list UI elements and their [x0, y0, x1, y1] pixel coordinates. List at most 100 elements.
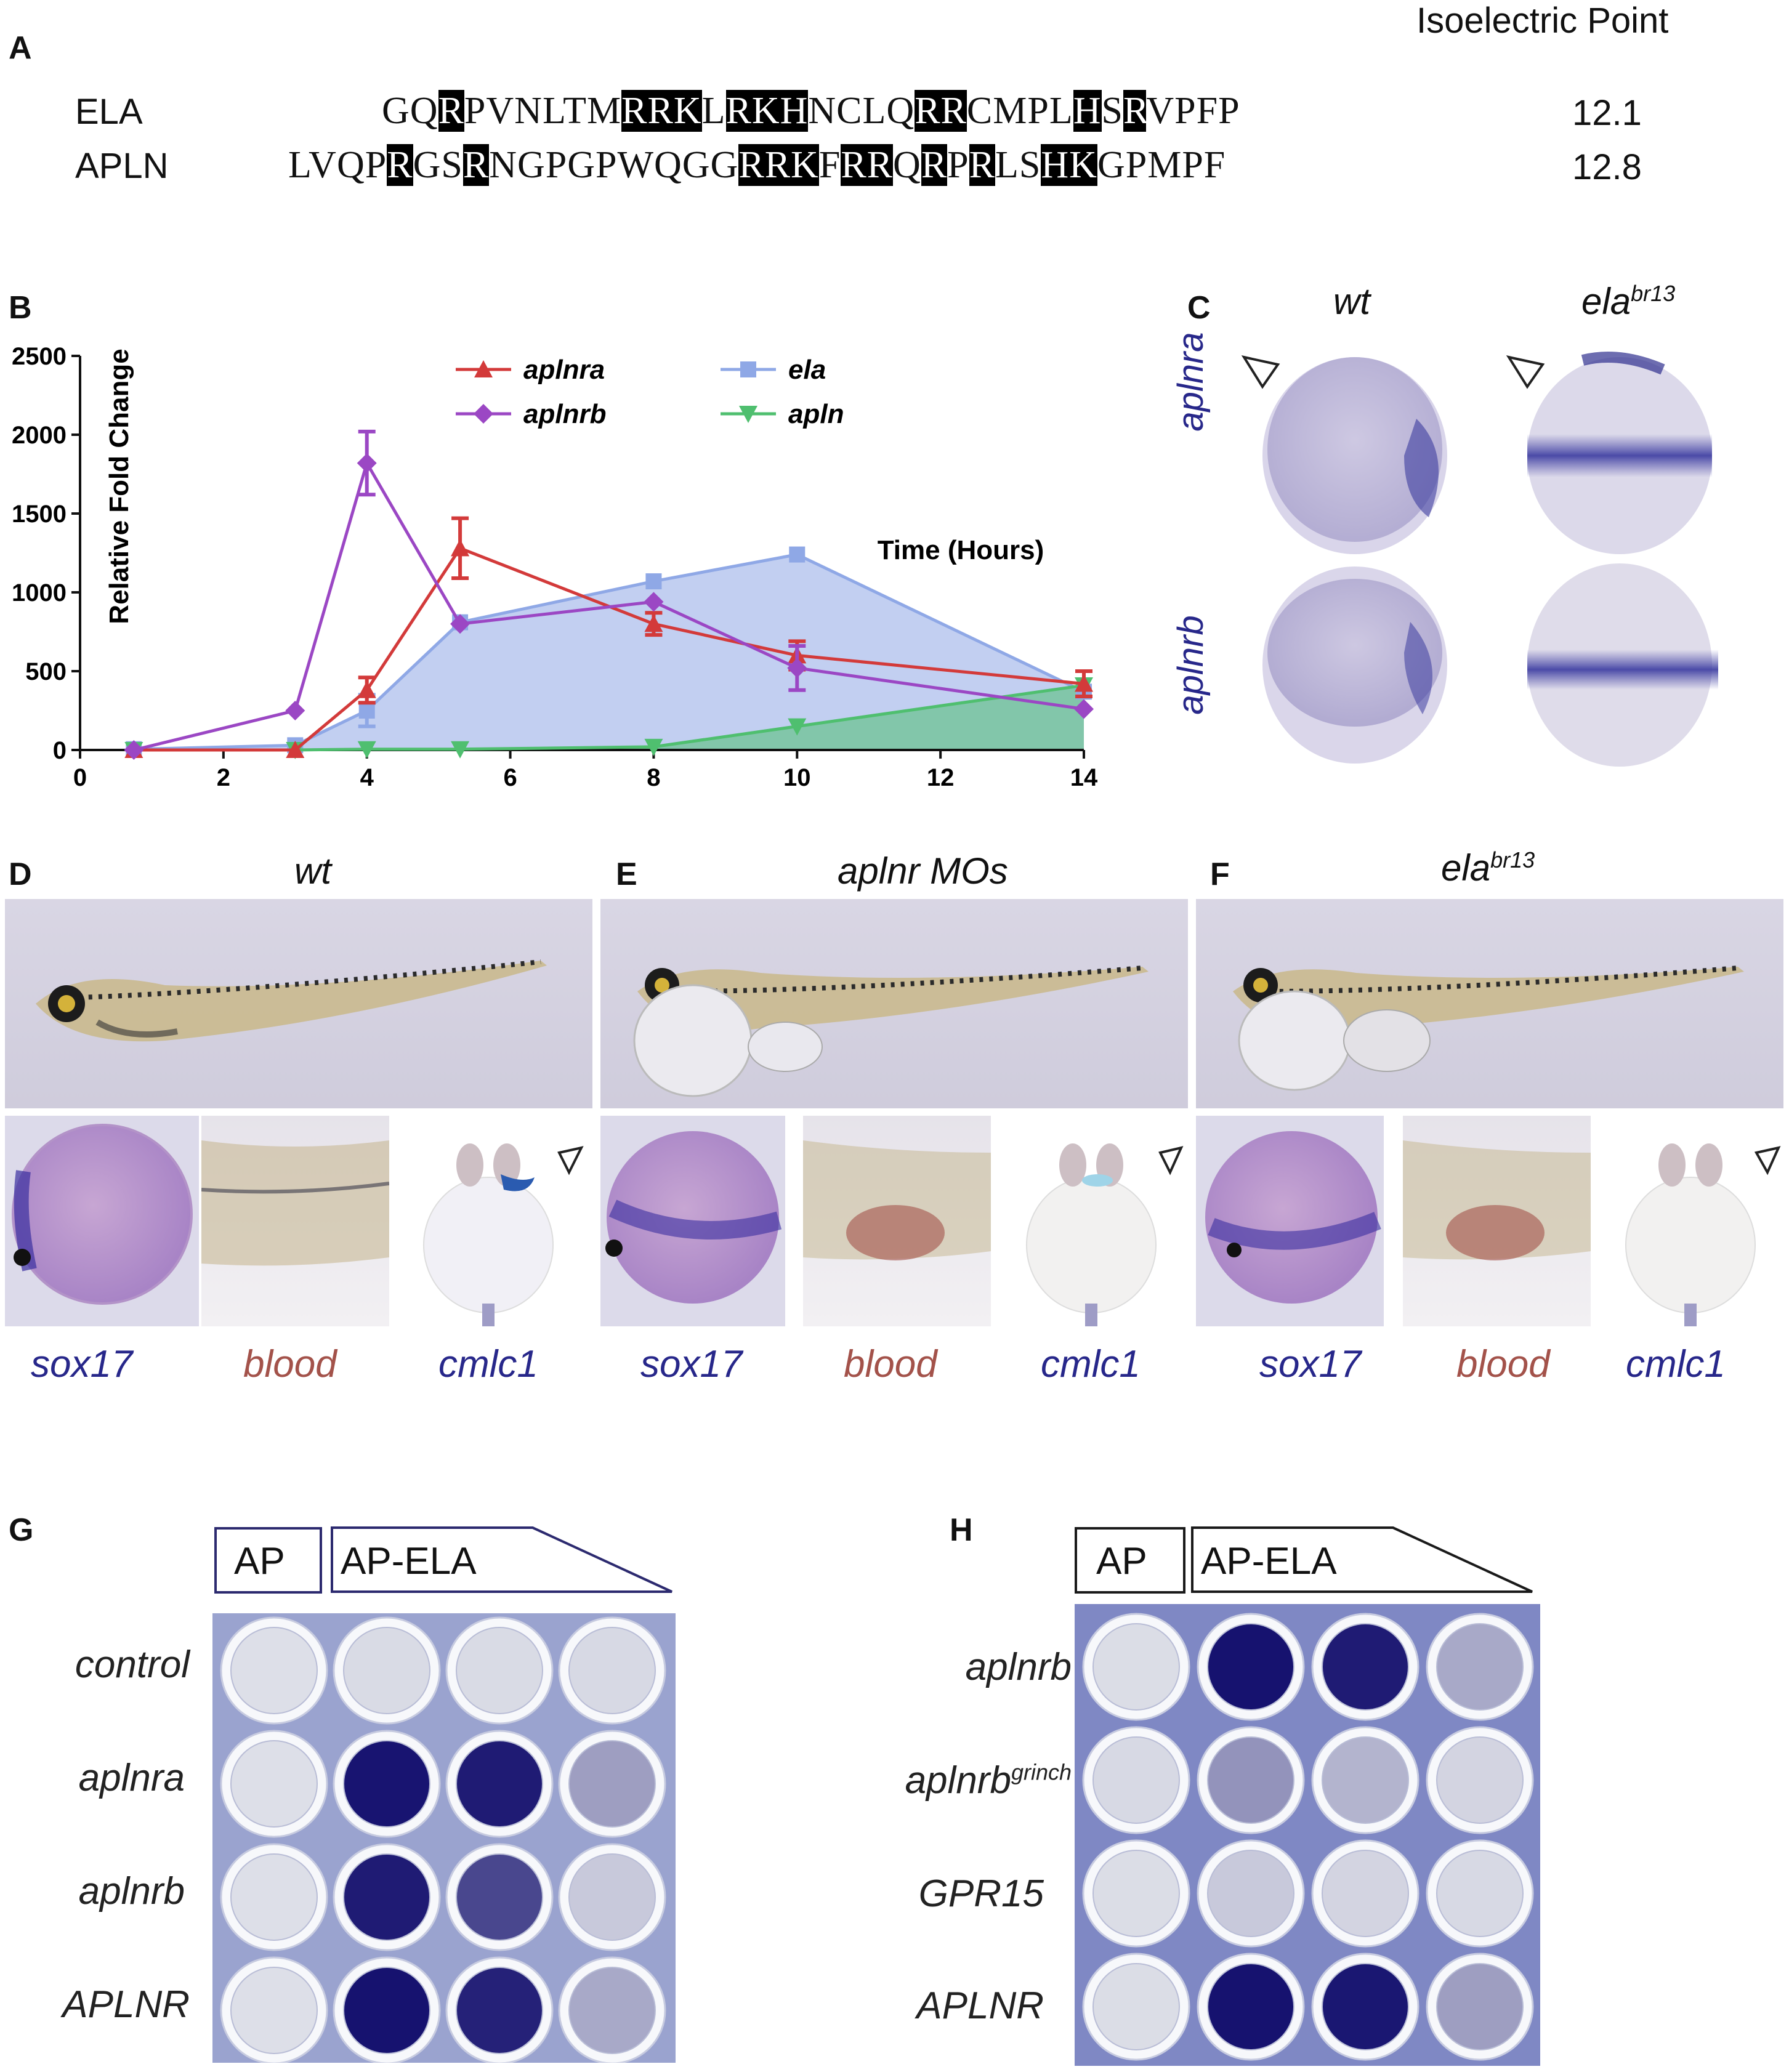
ela-seq-name: ELA [75, 92, 143, 132]
mutant-name: ela [1581, 281, 1631, 322]
legend-marker-aplnrb [474, 404, 493, 424]
mutant-allele: br13 [1631, 281, 1676, 306]
sequence-segment: LS [995, 144, 1041, 186]
mutant-name: ela [1441, 847, 1491, 889]
arrowhead-icon [1506, 355, 1545, 389]
panel-c-mutant-title: elabr13 [1581, 280, 1675, 323]
chart-y-axis-label: Relative Fold Change [104, 349, 134, 624]
well-3-0 [1092, 1963, 1180, 2050]
sequence-segment: S [1101, 90, 1124, 132]
basic-residue-highlight: R [921, 144, 948, 186]
isoelectric-point-header: Isoelectric Point [1416, 1, 1669, 41]
well-1-1 [343, 1740, 430, 1828]
well-0-1 [343, 1627, 430, 1714]
panel-h-ap-label: AP [1096, 1540, 1147, 1582]
panel-d-cmlc1-label: cmlc1 [438, 1343, 538, 1385]
series-area-apln [134, 685, 1084, 750]
chart-x-axis-label: Time (Hours) [878, 535, 1044, 565]
x-tick-label: 12 [927, 764, 955, 791]
panel-e-blood-label: blood [844, 1343, 937, 1385]
data-point-aplnra [286, 741, 305, 758]
basic-residue-highlight: R [462, 144, 490, 186]
basic-residue-highlight: HK [1041, 144, 1097, 186]
arrowhead-icon [557, 1146, 584, 1175]
well-1-0 [1092, 1736, 1180, 1824]
data-point-apln [451, 741, 470, 759]
well-0-2 [456, 1627, 543, 1714]
sequence-segment: NCLQ [808, 90, 915, 132]
panel-g-row-label-3: APLNR [62, 1983, 190, 2026]
x-tick-label: 4 [360, 764, 374, 791]
data-point-apln [788, 718, 807, 736]
panel-f-cmlc1-label: cmlc1 [1626, 1343, 1726, 1385]
basic-residue-highlight: RRK [621, 90, 702, 132]
x-tick-label: 8 [647, 764, 660, 791]
sequence-segment: NGPGPWQGG [489, 144, 739, 186]
apln-pi-value: 12.8 [1572, 147, 1642, 187]
basic-residue-highlight: RR [915, 90, 967, 132]
sequence-segment: Q [893, 144, 921, 186]
panel-c-row-aplnrb: aplnrb [1171, 615, 1211, 715]
expression-time-course-chart: 0 2 4 6 8 10 12 14 0 500 1000 1500 2000 2500 aplnra ap… [12, 343, 1098, 791]
y-tick-label: 1000 [12, 579, 67, 607]
panel-label-f: F [1210, 857, 1230, 892]
legend-marker-ela [740, 361, 756, 377]
data-point-aplnrb [124, 740, 144, 760]
panel-d-blood-label: blood [243, 1343, 337, 1385]
data-point-aplnra [357, 680, 376, 698]
x-tick-label: 10 [783, 764, 811, 791]
basic-residue-highlight: RKH [725, 90, 809, 132]
panel-h-ap-ela-wedge [1191, 1526, 1533, 1593]
apln-seq-name: APLN [75, 146, 169, 186]
y-tick-label: 2500 [12, 343, 67, 370]
ela-sequence: GQRPVNLTMRRKLRKHNCLQRRCMPLHSRVPFP [382, 89, 1240, 133]
panel-label-c: C [1187, 290, 1211, 326]
legend-label-apln: apln [788, 399, 844, 429]
data-point-aplnra [1075, 674, 1093, 692]
panel-f-sox17-label: sox17 [1259, 1343, 1362, 1385]
panel-h-ap-box [1075, 1527, 1185, 1594]
legend-label-ela: ela [788, 355, 826, 385]
well-0-0 [1092, 1623, 1180, 1711]
panel-h-plate [1075, 1604, 1540, 2066]
panel-g-ap-ela-wedge [331, 1526, 672, 1593]
sequence-segment: PVNLTM [464, 90, 622, 132]
well-0-2 [1322, 1623, 1409, 1711]
well-0-3 [1436, 1623, 1524, 1711]
mutant-allele: br13 [1490, 847, 1535, 873]
panel-f-larva-image [1196, 899, 1783, 1108]
panel-label-a: A [9, 30, 32, 66]
panel-d-larva-image [5, 899, 592, 1108]
data-point-aplnra [451, 539, 470, 557]
data-point-aplnra [644, 615, 663, 632]
panel-label-g: G [9, 1512, 34, 1548]
data-point-ela [645, 573, 662, 590]
sequence-segment: L [701, 90, 726, 132]
panel-c-row-aplnra: aplnra [1171, 332, 1211, 432]
basic-residue-highlight: R [438, 90, 464, 132]
well-3-3 [568, 1967, 656, 2054]
arrowhead-icon [1754, 1146, 1781, 1175]
well-1-1 [1207, 1736, 1294, 1824]
panel-g-ap-box [214, 1527, 322, 1594]
basic-residue-highlight: RR [841, 144, 894, 186]
x-tick-label: 2 [217, 764, 230, 791]
sequence-segment: P [947, 144, 969, 186]
panel-e-larva-image [600, 899, 1188, 1108]
arrowhead-icon [1241, 355, 1280, 389]
arrowhead-icon [1158, 1146, 1184, 1175]
well-3-0 [230, 1967, 318, 2054]
well-3-1 [343, 1967, 430, 2054]
well-2-1 [343, 1853, 430, 1941]
panel-d-title: wt [294, 850, 331, 892]
well-2-0 [230, 1853, 318, 1941]
legend-label-aplnra: aplnra [523, 355, 605, 385]
panel-d-blood-image [201, 1116, 389, 1326]
well-1-0 [230, 1740, 318, 1828]
well-0-1 [1207, 1623, 1294, 1711]
well-2-2 [456, 1853, 543, 1941]
data-point-ela [358, 703, 375, 719]
well-2-0 [1092, 1850, 1180, 1937]
basic-residue-highlight: R [387, 144, 413, 186]
data-point-ela [789, 546, 806, 563]
